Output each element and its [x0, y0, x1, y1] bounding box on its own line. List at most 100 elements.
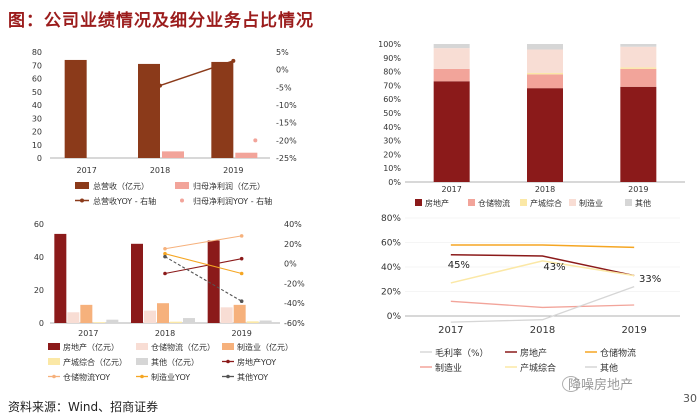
c3-bar — [144, 310, 156, 323]
c1-y-tick: 70 — [32, 61, 42, 70]
c3-legend-swatch — [48, 358, 60, 365]
c4-x-tick: 2019 — [621, 325, 646, 336]
c1-y2-tick: 0% — [276, 66, 289, 75]
c2-y-tick: 30% — [383, 137, 401, 146]
c3-bar — [67, 312, 80, 323]
c3-y-tick: 40 — [34, 253, 44, 262]
c3-bar — [259, 320, 272, 323]
c3-bar — [233, 304, 246, 323]
c4-x-tick: 2017 — [438, 325, 463, 336]
c4-legend-label: 毛利率（%） — [435, 347, 489, 359]
c2-bar-segment — [433, 44, 470, 49]
c3-legend-label: 房地产（亿元） — [63, 342, 119, 352]
watermark: 降噪房地产 — [568, 378, 634, 393]
c2-y-tick: 10% — [383, 164, 401, 173]
c2-y-tick: 0% — [388, 178, 401, 187]
c2-bar-segment — [620, 44, 657, 47]
c1-legend-swatch — [175, 182, 189, 189]
c1-bar-revenue — [211, 61, 234, 158]
c3-legend-label: 房地产YOY — [237, 357, 276, 367]
c2-y-tick: 40% — [383, 123, 401, 132]
c2-y-tick: 20% — [383, 150, 401, 159]
c4-y-tick: 60% — [381, 239, 401, 249]
c2-y-tick: 50% — [383, 109, 401, 118]
c1-bar-revenue — [138, 63, 160, 158]
c3-line-yoy — [164, 253, 242, 275]
c3-legend-label: 制造业（亿元） — [237, 342, 293, 352]
c1-x-tick: 2017 — [76, 166, 96, 175]
c4-legend-label: 仓储物流 — [600, 347, 636, 359]
c2-bar-segment — [527, 72, 563, 75]
c2-y-tick: 100% — [378, 40, 401, 49]
c2-bar-segment — [527, 49, 563, 73]
c3-y2-tick: -20% — [284, 279, 305, 288]
c4-x-tick: 2018 — [530, 325, 555, 336]
c2-legend-label: 产城综合 — [530, 198, 562, 208]
c2-legend-label: 制造业 — [579, 198, 603, 208]
c1-bar-profit — [235, 152, 258, 158]
c3-legend-swatch-dot — [140, 374, 144, 379]
c3-point-yoy — [239, 256, 244, 261]
c3-y-tick: 20 — [34, 286, 44, 295]
c3-point-yoy — [239, 234, 244, 238]
c2-bar-segment — [527, 88, 563, 182]
c3-point-yoy — [163, 251, 167, 256]
c1-legend-label: 归母净利润YOY - 右轴 — [193, 196, 272, 206]
c2-y-tick: 90% — [383, 54, 401, 63]
c2-bar-segment — [620, 68, 657, 87]
c1-y-tick: 60 — [32, 75, 42, 84]
c4-legend-label: 房地产 — [520, 347, 547, 359]
c1-legend-swatch — [180, 198, 184, 203]
c3-y2-tick: -60% — [284, 319, 305, 328]
c3-y2-tick: 20% — [284, 240, 302, 249]
c3-point-yoy — [163, 246, 167, 251]
c4-legend-label: 其他 — [600, 362, 618, 374]
c1-point-profit-yoy — [253, 138, 258, 143]
c4-line — [450, 285, 635, 323]
c2-legend-label: 其他 — [635, 198, 651, 208]
page-title: 图：公司业绩情况及细分业务占比情况 — [8, 11, 314, 31]
c2-bar-segment — [433, 48, 470, 69]
c3-bar — [246, 321, 259, 323]
c1-y-tick: 40 — [32, 101, 42, 110]
c1-bar-profit — [162, 151, 184, 158]
c1-point-revenue-yoy — [231, 58, 236, 63]
c3-bar — [131, 243, 143, 323]
c2-legend-swatch — [520, 199, 527, 206]
c3-y2-tick: -40% — [284, 299, 305, 308]
c3-legend-swatch — [48, 343, 60, 350]
c3-x-tick: 2018 — [155, 329, 175, 338]
c2-bar-segment — [527, 74, 563, 89]
c2-legend-label: 房地产 — [425, 198, 449, 208]
c1-y2-tick: -25% — [276, 154, 297, 163]
c3-legend-label: 产城综合（亿元） — [63, 357, 127, 367]
c3-bar — [93, 322, 106, 323]
c3-point-yoy — [163, 271, 167, 276]
c2-y-tick: 60% — [383, 95, 401, 104]
c3-legend-label: 仓储物流YOY — [63, 372, 110, 382]
c3-bar — [106, 319, 119, 323]
c3-bar — [170, 321, 182, 323]
c2-bar-segment — [620, 86, 657, 182]
c4-y-tick: 80% — [381, 214, 401, 224]
c2-x-tick: 2017 — [441, 185, 461, 194]
c1-y-tick: 80 — [32, 48, 42, 57]
c3-x-tick: 2017 — [78, 329, 98, 338]
c3-y2-tick: 40% — [284, 220, 302, 229]
c1-y-tick: 10 — [32, 141, 42, 150]
c2-y-tick: 80% — [383, 68, 401, 77]
c3-legend-label: 其他（亿元） — [151, 357, 199, 367]
c1-legend-swatch — [75, 182, 89, 189]
c3-legend-label: 制造业YOY — [151, 372, 190, 382]
c3-bar — [54, 233, 67, 323]
c1-legend-label: 总营收（亿元） — [93, 181, 149, 191]
c4-line — [450, 260, 635, 284]
c3-legend-label: 其他YOY — [237, 372, 268, 382]
c4-legend-label: 产城综合 — [520, 362, 556, 374]
c4-line — [450, 254, 635, 277]
c2-y-tick: 70% — [383, 81, 401, 90]
page-number: 30 — [683, 392, 697, 405]
c3-legend-label: 仓储物流（亿元） — [151, 342, 215, 352]
c4-annotation: 43% — [543, 262, 565, 273]
c3-legend-swatch — [136, 343, 148, 350]
